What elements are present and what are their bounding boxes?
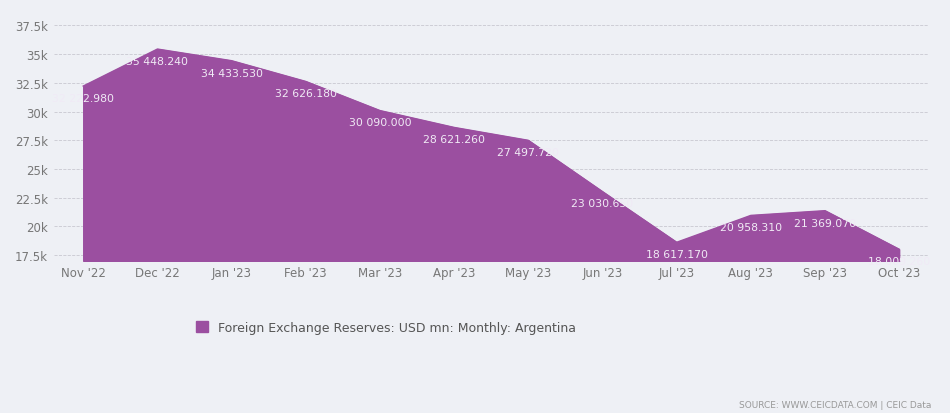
Text: 18 009.260: 18 009.260 (868, 256, 930, 266)
Text: SOURCE: WWW.CEICDATA.COM | CEIC Data: SOURCE: WWW.CEICDATA.COM | CEIC Data (739, 400, 931, 409)
Text: 30 090.000: 30 090.000 (349, 118, 411, 128)
Text: 28 621.260: 28 621.260 (423, 135, 485, 145)
Text: 32 626.180: 32 626.180 (275, 89, 336, 99)
Text: 20 958.310: 20 958.310 (720, 223, 782, 233)
Text: 18 617.170: 18 617.170 (646, 249, 708, 259)
Text: 32 222.980: 32 222.980 (52, 94, 114, 104)
Text: 21 369.070: 21 369.070 (794, 218, 856, 228)
Text: 35 448.240: 35 448.240 (126, 57, 188, 67)
Text: 27 497.720: 27 497.720 (497, 148, 560, 158)
Legend: Foreign Exchange Reserves: USD mn: Monthly: Argentina: Foreign Exchange Reserves: USD mn: Month… (196, 321, 577, 334)
Text: 23 030.650: 23 030.650 (571, 199, 634, 209)
Text: 34 433.530: 34 433.530 (200, 69, 262, 78)
